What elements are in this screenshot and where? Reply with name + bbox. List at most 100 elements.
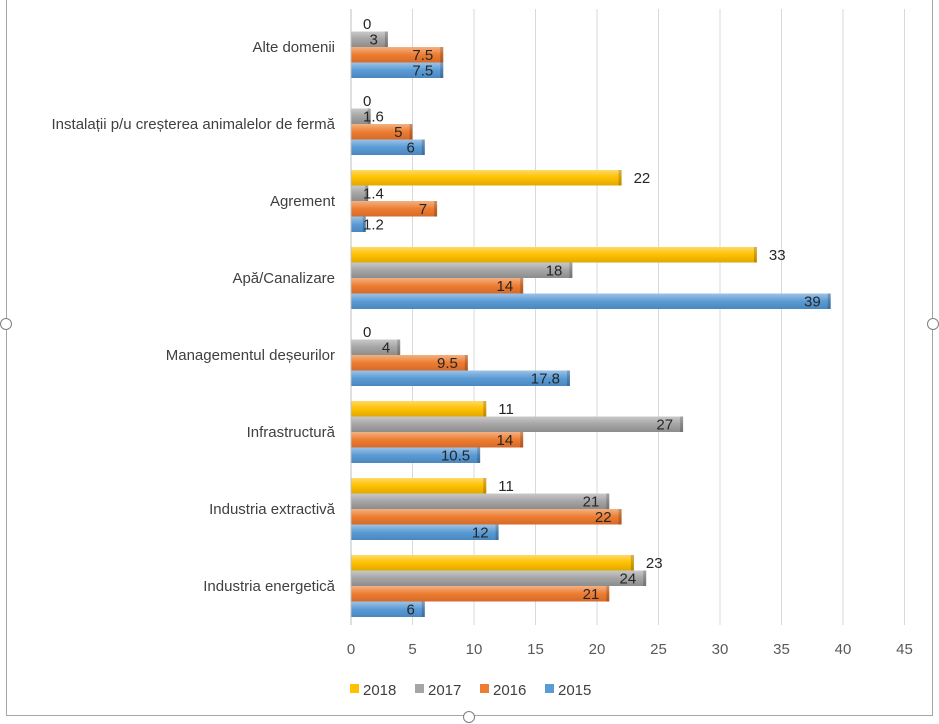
bar-shadow-2017 (384, 31, 388, 47)
bar-shadow-2015 (421, 139, 425, 155)
bar-2016[interactable] (351, 432, 524, 448)
category-label: Infrastructură (247, 424, 336, 441)
data-label-2017: 1.4 (363, 185, 384, 202)
bar-shadow-2016 (440, 47, 444, 63)
legend-label-2015: 2015 (558, 682, 591, 699)
bar-shadow-2016 (618, 509, 622, 525)
data-label-2016: 9.5 (437, 355, 458, 372)
x-tick-label: 45 (896, 641, 913, 658)
bar-2018[interactable] (351, 247, 757, 263)
bar-2015[interactable] (351, 447, 481, 464)
bar-shadow-2016 (606, 586, 610, 602)
data-label-2017: 4 (382, 339, 390, 356)
bar-shadow-2018 (618, 170, 622, 186)
data-label-2015: 6 (406, 601, 414, 618)
bar-2017[interactable] (351, 493, 610, 510)
data-label-2018: 0 (363, 93, 371, 110)
bar-shadow-2015 (362, 216, 366, 232)
data-label-2018: 22 (634, 170, 651, 187)
bar-2016[interactable] (351, 278, 524, 294)
legend-label-2018: 2018 (363, 682, 396, 699)
legend-label-2016: 2016 (493, 682, 526, 699)
bar-shadow-2016 (434, 201, 438, 217)
data-label-2015: 6 (406, 139, 414, 156)
bar-2018[interactable] (351, 555, 634, 571)
bar-shadow-2015 (495, 524, 499, 540)
x-tick-label: 40 (835, 641, 852, 658)
data-label-2015: 1.2 (363, 216, 384, 233)
bar-2015[interactable] (351, 139, 425, 156)
bar-shadow-2015 (421, 601, 425, 617)
bar-2017[interactable] (351, 416, 684, 433)
bar-2016[interactable] (351, 509, 622, 525)
bar-2017[interactable] (351, 185, 369, 202)
bar-2017[interactable] (351, 31, 388, 48)
bar-2017[interactable] (351, 570, 647, 587)
x-tick-label: 10 (466, 641, 483, 658)
bar-shadow-2018 (630, 555, 634, 571)
legend-swatch-2018 (350, 684, 359, 693)
bar-shadow-2017 (365, 185, 369, 201)
bar-shadow-2015 (477, 447, 481, 463)
bar-2015[interactable] (351, 216, 366, 233)
bar-2016[interactable] (351, 201, 438, 217)
x-tick-label: 0 (347, 641, 355, 658)
bar-2015[interactable] (351, 370, 570, 387)
data-label-2017: 1.6 (363, 108, 384, 125)
bar-shadow-2017 (606, 493, 610, 509)
bar-shadow-2016 (520, 432, 524, 448)
bar-2017[interactable] (351, 339, 401, 356)
data-label-2017: 21 (583, 493, 600, 510)
category-label: Apă/Canalizare (232, 270, 335, 287)
x-tick-label: 15 (527, 641, 544, 658)
bar-2016[interactable] (351, 47, 444, 63)
bar-2018[interactable] (351, 478, 487, 494)
data-label-2018: 11 (498, 478, 514, 495)
bar-2015[interactable] (351, 293, 831, 310)
data-label-2015: 7.5 (412, 62, 433, 79)
x-tick-label: 35 (773, 641, 790, 658)
x-tick-label: 30 (712, 641, 729, 658)
bar-2018[interactable] (351, 401, 487, 417)
bar-shadow-2015 (827, 293, 831, 309)
bar-2015[interactable] (351, 601, 425, 618)
bar-2017[interactable] (351, 108, 371, 125)
x-tick-label: 5 (408, 641, 416, 658)
bar-shadow-2016 (520, 278, 524, 294)
bar-2016[interactable] (351, 586, 610, 602)
bar-2018[interactable] (351, 170, 622, 186)
bar-2015[interactable] (351, 524, 499, 541)
data-label-2017: 18 (546, 262, 563, 279)
bar-shadow-2017 (569, 262, 573, 278)
data-label-2017: 27 (656, 416, 673, 433)
category-label: Alte domenii (252, 39, 335, 56)
bar-2016[interactable] (351, 355, 468, 371)
bar-shadow-2018 (753, 247, 757, 263)
data-label-2015: 10.5 (441, 447, 470, 464)
bar-shadow-2017 (397, 339, 401, 355)
data-label-2017: 3 (370, 31, 378, 48)
bar-2015[interactable] (351, 62, 444, 79)
bar-2017[interactable] (351, 262, 573, 279)
x-tick-label: 25 (650, 641, 667, 658)
legend-swatch-2015 (545, 684, 554, 693)
data-label-2018: 11 (498, 401, 514, 418)
bar-shadow-2017 (680, 416, 684, 432)
data-label-2016: 14 (497, 278, 514, 295)
data-label-2018: 33 (769, 247, 786, 264)
data-label-2018: 0 (363, 324, 371, 341)
data-label-2016: 21 (583, 586, 600, 603)
data-label-2015: 39 (804, 293, 821, 310)
resize-handle-bottom[interactable] (463, 711, 475, 723)
bar-2016[interactable] (351, 124, 413, 140)
data-label-2017: 24 (620, 570, 637, 587)
data-label-2015: 17.8 (531, 370, 560, 387)
category-label: Managementul deșeurilor (166, 347, 335, 364)
data-label-2016: 7.5 (412, 47, 433, 64)
data-label-2016: 5 (394, 124, 402, 141)
resize-handle-left[interactable] (0, 318, 12, 330)
data-label-2015: 12 (472, 524, 489, 541)
data-label-2016: 7 (419, 201, 427, 218)
data-label-2018: 0 (363, 16, 371, 33)
